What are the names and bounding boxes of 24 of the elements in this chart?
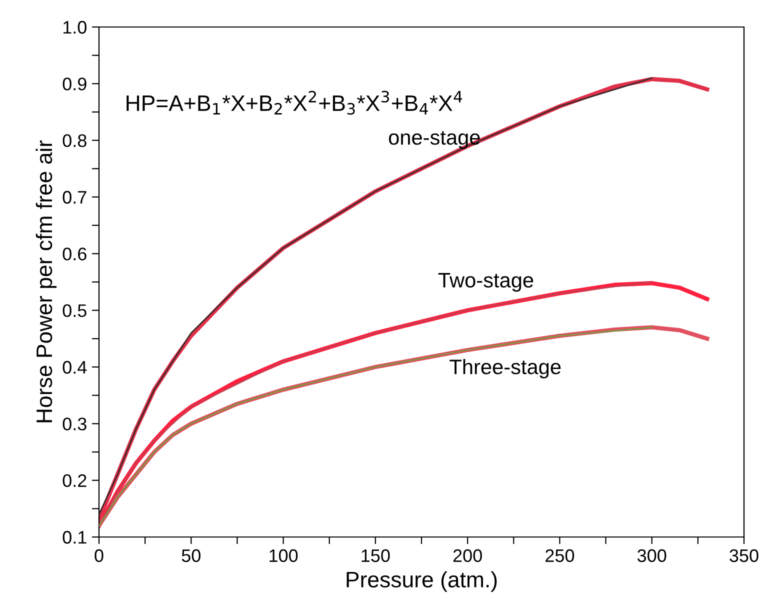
x-tick-label: 300 — [637, 549, 666, 562]
y-tick-label: 0.7 — [62, 190, 86, 204]
x-tick-label: 100 — [270, 549, 298, 562]
y-axis-title: Horse Power per cfm free air — [36, 140, 57, 422]
annotation: Two-stage — [438, 273, 534, 292]
y-tick-label: 0.1 — [62, 530, 86, 544]
x-tick-label: 0 — [94, 549, 104, 562]
y-tick-label: 0.2 — [62, 474, 86, 488]
x-tick-label: 150 — [362, 549, 390, 562]
x-tick-label: 50 — [182, 549, 200, 562]
y-tick-label: 0.6 — [62, 248, 86, 260]
y-tick-label: 0.4 — [62, 360, 87, 374]
text: HP=A+B$_{1}$*X+B$_{2}$*X$^{2}$+B$_{3}$*X$^{3}$+B$_{4}$*X$^{4}$ — [126, 90, 462, 115]
y-tick-label: 0.5 — [62, 304, 86, 318]
y-tick-label: 0.8 — [62, 134, 86, 148]
x-tick-label: 250 — [546, 549, 574, 562]
y-tick-label: 1.0 — [63, 20, 86, 34]
y-tick-label: 0.3 — [62, 418, 86, 430]
x-axis-title: Pressure (atm.) — [346, 571, 497, 592]
annotation: one-stage — [388, 131, 480, 149]
x-tick-label: 200 — [453, 549, 482, 562]
y-tick-label: 0.9 — [62, 78, 86, 90]
x-tick-label: 350 — [730, 549, 758, 562]
annotation: Three-stage — [450, 358, 561, 378]
